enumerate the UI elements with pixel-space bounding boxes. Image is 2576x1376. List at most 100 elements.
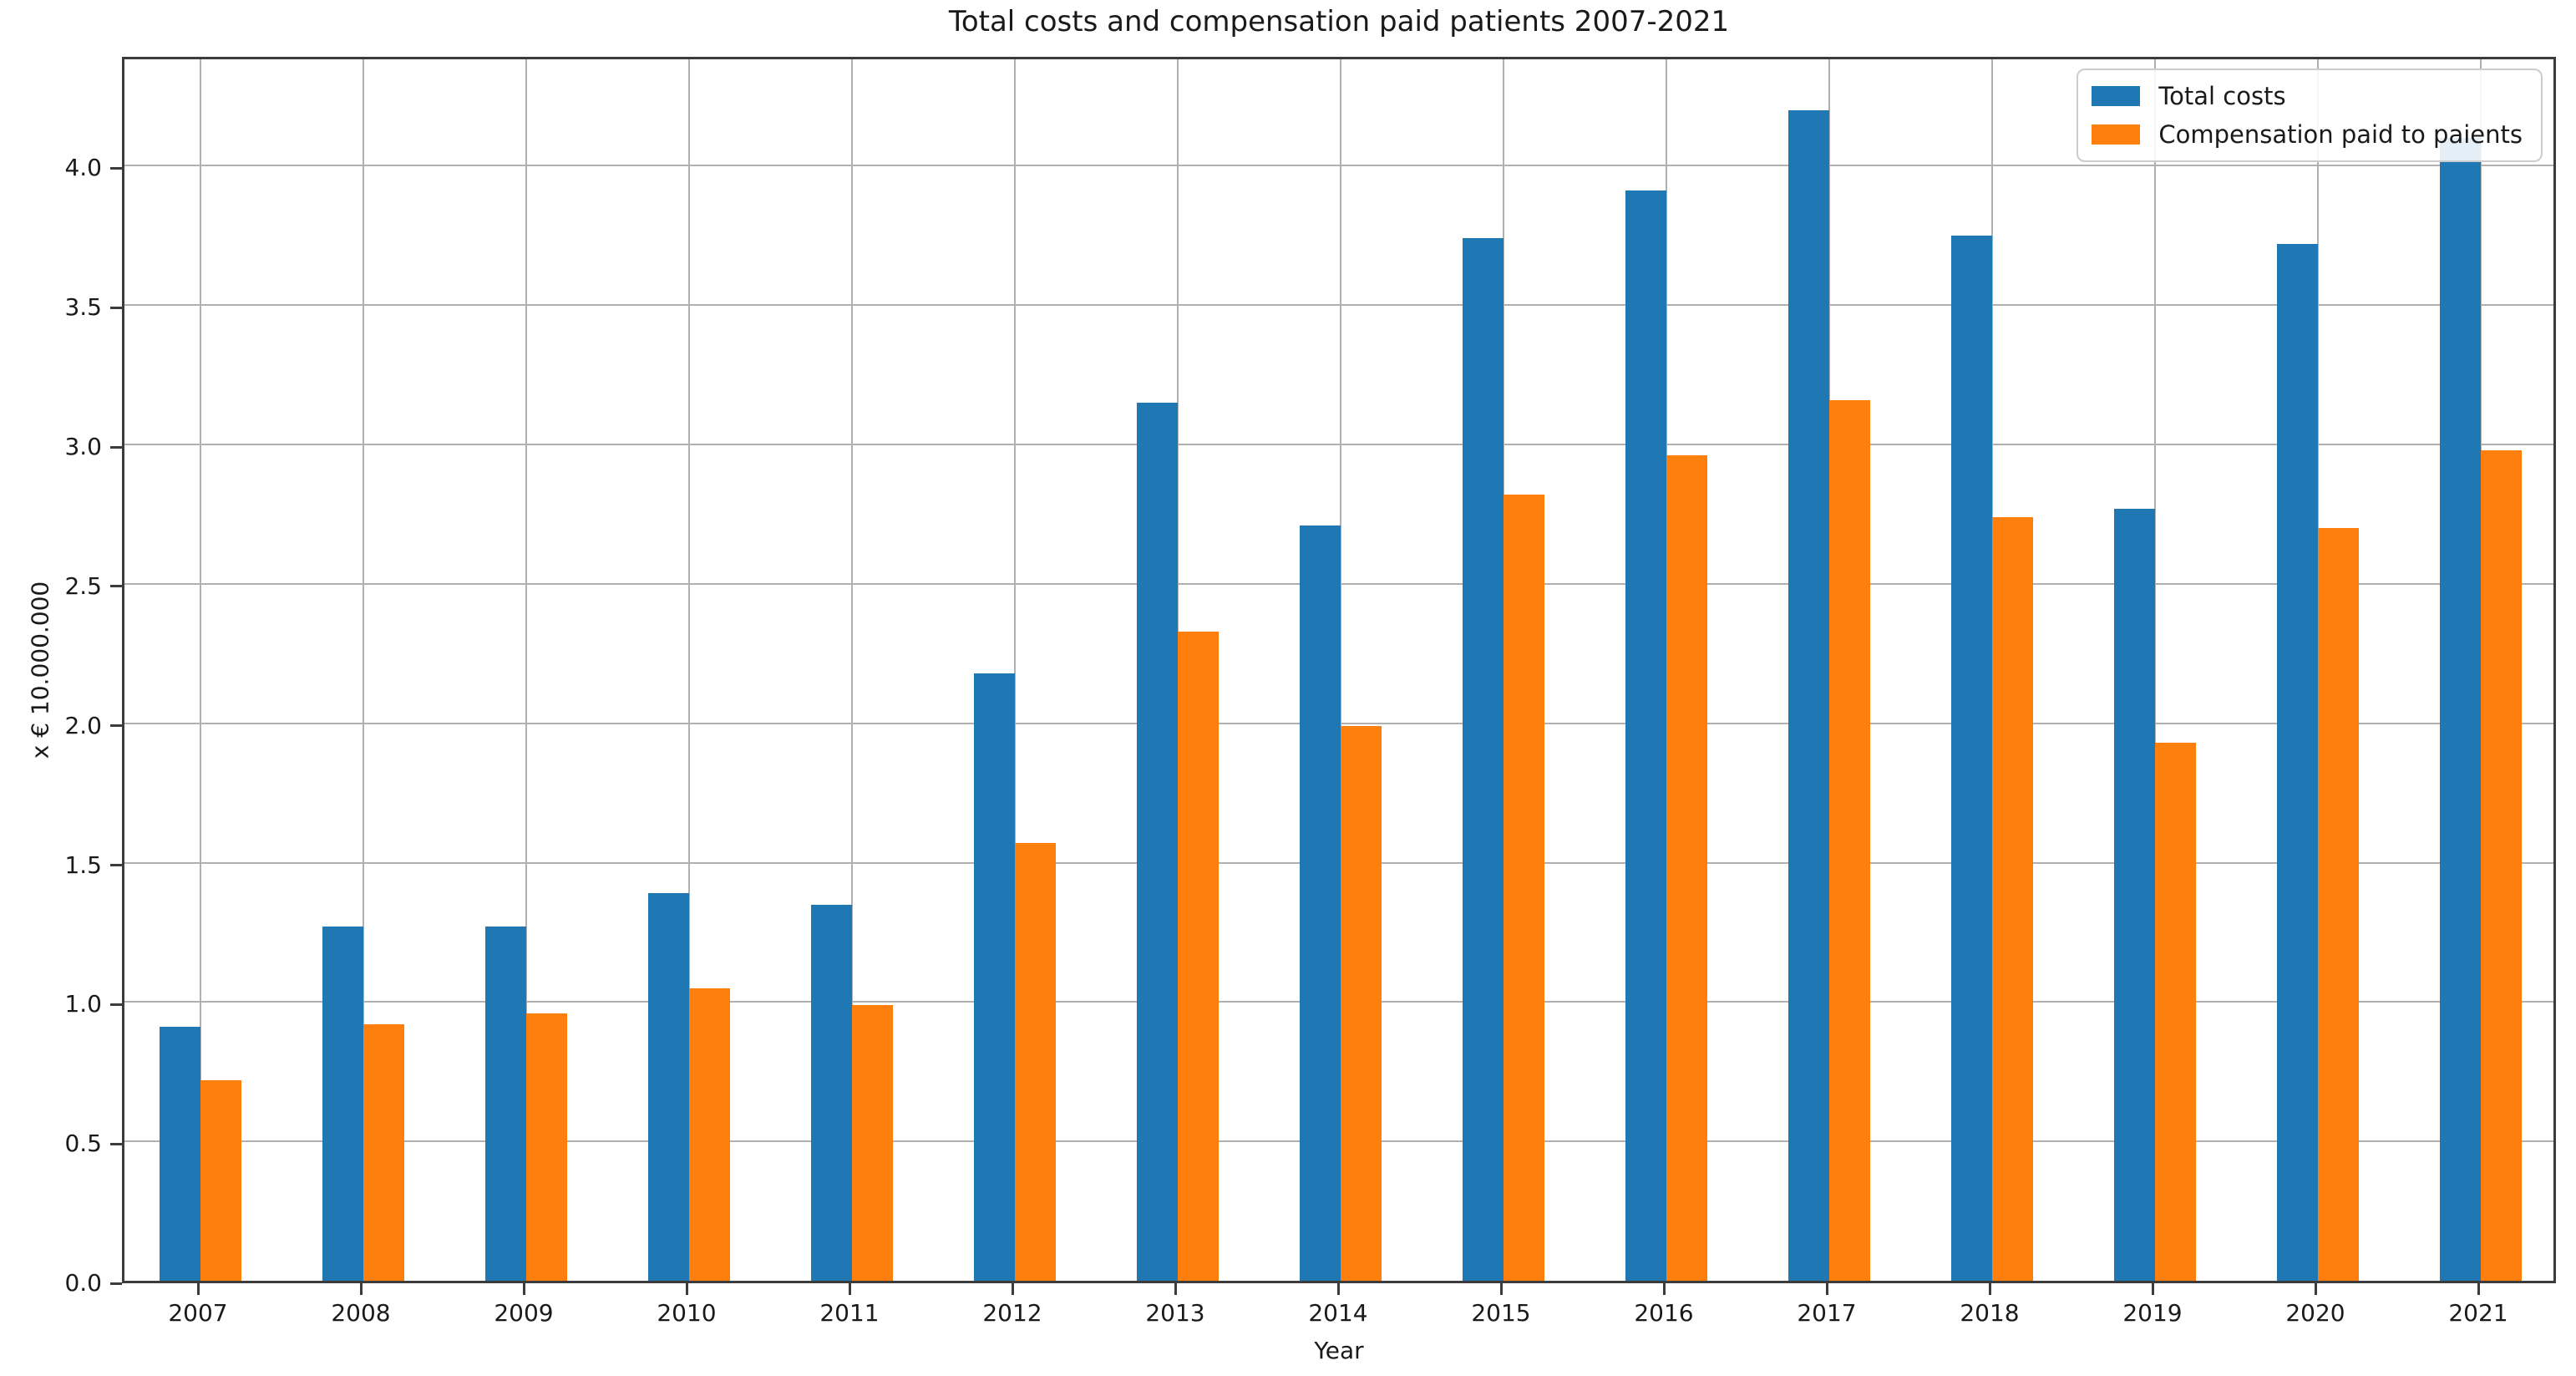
x-tick-label: 2020: [2285, 1299, 2345, 1327]
v-gridline-2008: [363, 59, 364, 1281]
y-tick-mark: [110, 864, 122, 867]
legend: Total costs Compensation paid to paients: [2077, 69, 2543, 162]
y-tick-label: 3.5: [64, 293, 102, 322]
x-tick-mark: [1011, 1283, 1014, 1295]
bar-2019-compensation: [2155, 743, 2196, 1281]
bar-2013-total-costs: [1137, 403, 1178, 1281]
x-tick-mark: [196, 1283, 200, 1295]
x-tick-label: 2014: [1308, 1299, 1368, 1327]
v-gridline-2010: [688, 59, 690, 1281]
legend-item-compensation: Compensation paid to paients: [2092, 120, 2523, 149]
x-tick-label: 2013: [1145, 1299, 1205, 1327]
v-gridline-2011: [851, 59, 853, 1281]
y-tick-mark: [110, 724, 122, 728]
x-tick-label: 2018: [1960, 1299, 2020, 1327]
x-tick-mark: [685, 1283, 688, 1295]
bar-2017-compensation: [1829, 399, 1870, 1281]
y-tick-mark: [110, 1142, 122, 1145]
h-gridline-4.0: [124, 165, 2553, 167]
y-tick-label: 0.5: [64, 1130, 102, 1158]
plot-area: Total costs Compensation paid to paients: [122, 57, 2556, 1283]
x-tick-label: 2010: [657, 1299, 717, 1327]
y-tick-label: 1.0: [64, 990, 102, 1018]
y-tick-mark: [110, 1282, 122, 1285]
y-tick-mark: [110, 445, 122, 449]
x-tick-label: 2019: [2122, 1299, 2183, 1327]
bar-2009-total-costs: [485, 927, 526, 1281]
bar-2007-total-costs: [160, 1027, 200, 1281]
v-gridline-2009: [525, 59, 527, 1281]
x-axis-label: Year: [1314, 1337, 1364, 1364]
x-tick-label: 2011: [819, 1299, 880, 1327]
bar-2012-total-costs: [974, 673, 1015, 1281]
bar-2017-total-costs: [1788, 109, 1829, 1281]
x-tick-label: 2015: [1471, 1299, 1531, 1327]
bar-2021-total-costs: [2440, 138, 2481, 1281]
y-tick-mark: [110, 166, 122, 170]
bar-2016-total-costs: [1625, 190, 1666, 1281]
bar-2016-compensation: [1666, 455, 1707, 1281]
x-tick-mark: [2151, 1283, 2154, 1295]
v-gridline-2019: [2154, 59, 2156, 1281]
bar-2014-compensation: [1341, 726, 1382, 1281]
bar-2019-total-costs: [2114, 508, 2155, 1281]
x-tick-mark: [522, 1283, 525, 1295]
bar-2014-total-costs: [1300, 525, 1341, 1281]
x-tick-label: 2021: [2448, 1299, 2508, 1327]
bar-2020-compensation: [2318, 528, 2359, 1281]
x-tick-label: 2016: [1634, 1299, 1694, 1327]
bar-2010-total-costs: [648, 893, 689, 1281]
bar-2011-compensation: [852, 1004, 893, 1281]
y-tick-label: 2.0: [64, 711, 102, 739]
y-tick-label: 2.5: [64, 571, 102, 600]
bar-2011-total-costs: [811, 904, 852, 1281]
y-tick-mark: [110, 306, 122, 309]
bar-2010-compensation: [689, 988, 730, 1281]
y-tick-mark: [110, 1003, 122, 1006]
x-tick-label: 2008: [331, 1299, 391, 1327]
legend-item-total-costs: Total costs: [2092, 82, 2523, 110]
bar-2018-compensation: [1992, 516, 2033, 1281]
x-tick-mark: [1988, 1283, 1991, 1295]
h-gridline-3.5: [124, 304, 2553, 307]
x-tick-label: 2007: [168, 1299, 228, 1327]
bar-2015-total-costs: [1463, 238, 1504, 1281]
v-gridline-2007: [200, 59, 201, 1281]
x-tick-label: 2009: [494, 1299, 554, 1327]
bar-2020-total-costs: [2277, 243, 2318, 1281]
x-tick-mark: [2477, 1283, 2480, 1295]
bar-2018-total-costs: [1951, 235, 1992, 1281]
legend-swatch-total-costs-icon: [2092, 86, 2141, 106]
x-tick-mark: [2314, 1283, 2317, 1295]
x-tick-label: 2017: [1797, 1299, 1857, 1327]
x-tick-mark: [359, 1283, 363, 1295]
bar-2013-compensation: [1178, 631, 1219, 1281]
legend-label-total-costs: Total costs: [2158, 82, 2286, 110]
y-tick-label: 3.0: [64, 433, 102, 461]
bar-2021-compensation: [2481, 449, 2522, 1281]
x-tick-mark: [1825, 1283, 1828, 1295]
bar-2009-compensation: [526, 1013, 567, 1281]
x-tick-label: 2012: [982, 1299, 1042, 1327]
h-gridline-3.0: [124, 444, 2553, 446]
bar-2012-compensation: [1015, 843, 1056, 1281]
chart-title: Total costs and compensation paid patien…: [948, 5, 1730, 38]
bar-2008-total-costs: [322, 927, 363, 1281]
y-tick-label: 4.0: [64, 154, 102, 182]
bar-2007-compensation: [200, 1079, 241, 1281]
x-tick-mark: [1336, 1283, 1340, 1295]
bar-2015-compensation: [1504, 495, 1544, 1281]
x-tick-mark: [1662, 1283, 1666, 1295]
bar-2008-compensation: [363, 1024, 404, 1281]
legend-swatch-compensation-icon: [2092, 124, 2141, 145]
y-tick-mark: [110, 585, 122, 588]
v-gridline-2012: [1014, 59, 1016, 1281]
x-tick-mark: [848, 1283, 851, 1295]
x-tick-mark: [1499, 1283, 1503, 1295]
legend-label-compensation: Compensation paid to paients: [2158, 120, 2523, 149]
y-tick-label: 0.0: [64, 1269, 102, 1297]
x-tick-mark: [1174, 1283, 1177, 1295]
v-gridline-2014: [1340, 59, 1341, 1281]
y-tick-label: 1.5: [64, 850, 102, 879]
